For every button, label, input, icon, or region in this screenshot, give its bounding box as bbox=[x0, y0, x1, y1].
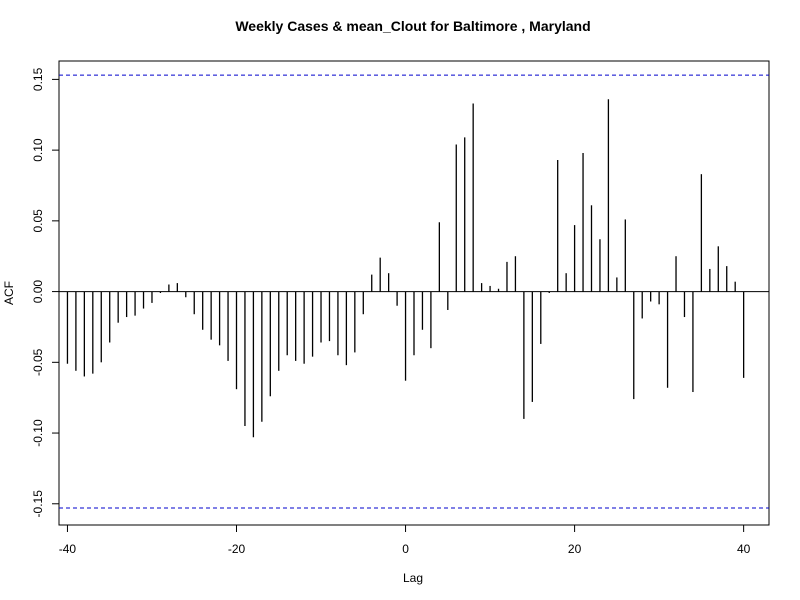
y-tick-label: 0.15 bbox=[31, 67, 45, 91]
y-tick-label: 0.10 bbox=[31, 138, 45, 162]
x-axis-label: Lag bbox=[403, 571, 423, 585]
x-tick-label: -40 bbox=[59, 542, 77, 556]
plot-frame bbox=[58, 60, 770, 526]
y-axis-label: ACF bbox=[2, 281, 16, 305]
y-tick-label: 0.05 bbox=[31, 209, 45, 233]
plot-area: -40 -20 0 20 40 -0.15 -0.10 -0.05 0.00 0.05 0.10 0.… bbox=[31, 60, 770, 556]
x-tick-label: 0 bbox=[402, 542, 409, 556]
x-tick-label: 40 bbox=[737, 542, 751, 556]
x-tick-label: -20 bbox=[228, 542, 246, 556]
y-tick-label: 0.00 bbox=[31, 280, 45, 304]
chart-title: Weekly Cases & mean_Clout for Baltimore … bbox=[235, 18, 590, 34]
y-tick-label: -0.15 bbox=[31, 490, 45, 518]
y-tick-label: -0.10 bbox=[31, 419, 45, 447]
y-tick-label: -0.05 bbox=[31, 348, 45, 376]
x-tick-label: 20 bbox=[568, 542, 582, 556]
